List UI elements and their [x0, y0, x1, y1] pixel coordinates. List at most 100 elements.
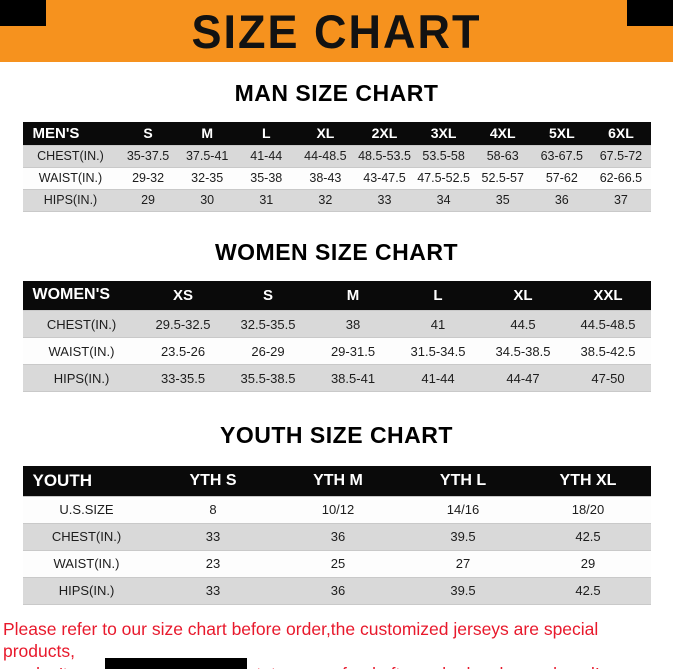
value-cell: 37 — [613, 193, 628, 207]
value-cell: 58-63 — [486, 149, 519, 163]
value-cell: 39.5 — [450, 583, 476, 598]
value-cell: 41 — [430, 316, 446, 332]
value-cell: 18/20 — [571, 502, 605, 517]
value-cell: 53.5-58 — [422, 149, 465, 163]
value-cell: 42.5 — [575, 529, 601, 544]
value-cell: 31 — [259, 193, 274, 207]
disclaimer-line-2: we don't accept cancel, change, teturn o… — [3, 663, 673, 669]
section-heading-women: WOMEN SIZE CHART — [214, 238, 459, 265]
row-label-cell: WAIST(IN.) — [48, 343, 115, 359]
measurement-row: HIPS(IN.) 33-35.5 35.5-38.5 38.5-41 41-44 44-… — [22, 364, 651, 392]
size-header-cell: YTH L — [439, 471, 487, 489]
value-cell: 35-37.5 — [126, 149, 170, 163]
table-title-cell: YOUTH — [32, 470, 93, 490]
value-cell: 37.5-41 — [185, 149, 229, 163]
section-women: WOMEN SIZE CHART WOMEN'S XS S M L XL XXL CHEST(… — [0, 238, 673, 392]
value-cell: 38.5-41 — [330, 370, 376, 386]
value-cell: 25 — [330, 556, 346, 571]
value-cell: 38.5-42.5 — [580, 343, 636, 359]
size-header-cell: XL — [513, 286, 533, 304]
size-header-cell: 5XL — [548, 125, 575, 142]
size-header-cell: 4XL — [489, 125, 516, 142]
size-header-cell: YTH S — [189, 471, 237, 489]
value-cell: 34.5-38.5 — [495, 343, 551, 359]
disclaimer: Please refer to our size chart before or… — [3, 618, 673, 669]
value-cell: 41-44 — [250, 149, 283, 163]
value-cell: 36 — [330, 529, 346, 544]
value-cell: 43-47.5 — [363, 171, 406, 185]
value-cell: 27 — [455, 556, 471, 571]
value-cell: 52.5-57 — [481, 171, 524, 185]
table-header-row: YOUTH YTH S YTH M YTH L YTH XL — [22, 466, 651, 496]
section-youth: YOUTH SIZE CHART YOUTH YTH S YTH M YTH L YTH… — [0, 422, 673, 605]
size-header-cell: 3XL — [430, 125, 457, 142]
value-cell: 29-31.5 — [330, 343, 376, 359]
value-cell: 26-29 — [251, 343, 285, 359]
men-size-table: MEN'S S M L XL 2XL 3XL 4XL 5XL 6XL CHEST(IN.) 35-37… — [22, 122, 651, 212]
section-man: MAN SIZE CHART MEN'S S M L XL 2XL 3XL 4XL 5XL 6XL… — [0, 80, 673, 212]
value-cell: 63-67.5 — [540, 149, 584, 163]
size-header-cell: M — [346, 286, 360, 304]
row-label-cell: HIPS(IN.) — [58, 583, 115, 598]
value-cell: 33 — [377, 193, 392, 207]
row-label-cell: CHEST(IN.) — [51, 529, 122, 544]
value-cell: 34 — [436, 193, 451, 207]
size-header-cell: 2XL — [371, 125, 398, 142]
value-cell: 35-38 — [250, 171, 283, 185]
size-chart-content: MAN SIZE CHART MEN'S S M L XL 2XL 3XL 4XL 5XL 6XL… — [0, 80, 673, 605]
value-cell: 33-35.5 — [160, 370, 206, 386]
value-cell: 35 — [495, 193, 510, 207]
measurement-row: WAIST(IN.) 23 25 27 29 — [22, 550, 651, 577]
size-header-cell: XS — [172, 286, 193, 304]
value-cell: 31.5-34.5 — [410, 343, 466, 359]
size-header-cell: L — [261, 125, 271, 142]
corner-decoration-right — [627, 0, 673, 26]
value-cell: 48.5-53.5 — [358, 149, 411, 163]
size-header-cell: S — [143, 125, 153, 142]
value-cell: 41-44 — [421, 370, 455, 386]
value-cell: 29 — [580, 556, 596, 571]
size-header-cell: M — [201, 125, 213, 142]
size-header-cell: L — [433, 286, 443, 304]
page-title: SIZE CHART — [191, 4, 482, 58]
value-cell: 38 — [345, 316, 361, 332]
size-header-cell: YTH XL — [559, 471, 617, 489]
value-cell: 8 — [209, 502, 217, 517]
value-cell: 67.5-72 — [599, 149, 643, 163]
measurement-row: CHEST(IN.) 35-37.5 37.5-41 41-44 44-48.5 48.5… — [22, 145, 651, 167]
banner: SIZE CHART — [0, 0, 673, 62]
value-cell: 44.5-48.5 — [580, 316, 636, 332]
table-header-row: MEN'S S M L XL 2XL 3XL 4XL 5XL 6XL — [22, 122, 651, 145]
value-cell: 33 — [205, 583, 221, 598]
disclaimer-line-1: Please refer to our size chart before or… — [3, 618, 599, 662]
row-label-cell: HIPS(IN.) — [43, 193, 98, 207]
measurement-row: CHEST(IN.) 29.5-32.5 32.5-35.5 38 41 44.5 44.5… — [22, 310, 651, 338]
value-cell: 32.5-35.5 — [240, 316, 296, 332]
value-cell: 29 — [141, 193, 155, 207]
bottom-bar-decoration — [105, 658, 247, 669]
size-header-cell: S — [262, 286, 273, 304]
value-cell: 23 — [205, 556, 221, 571]
measurement-row: WAIST(IN.) 23.5-26 26-29 29-31.5 31.5-34.5 34… — [22, 337, 651, 365]
value-cell: 36 — [330, 583, 346, 598]
measurement-row: CHEST(IN.) 33 36 39.5 42.5 — [22, 523, 651, 550]
value-cell: 35.5-38.5 — [240, 370, 296, 386]
value-cell: 38-43 — [309, 171, 342, 185]
value-cell: 39.5 — [450, 529, 476, 544]
value-cell: 29.5-32.5 — [155, 316, 211, 332]
women-size-table: WOMEN'S XS S M L XL XXL CHEST(IN.) 29.5-32.5 32.5… — [22, 280, 651, 392]
size-header-cell: 6XL — [608, 125, 634, 142]
table-title-cell: MEN'S — [32, 124, 80, 142]
value-cell: 36 — [554, 193, 569, 207]
value-cell: 47.5-52.5 — [417, 171, 471, 185]
measurement-row: HIPS(IN.) 29 30 31 32 33 34 35 36 37 — [22, 189, 651, 211]
size-header-cell: YTH M — [313, 471, 363, 489]
value-cell: 32-35 — [191, 171, 224, 185]
row-label-cell: WAIST(IN.) — [38, 171, 103, 185]
value-cell: 44.5 — [510, 316, 536, 332]
youth-size-table: YOUTH YTH S YTH M YTH L YTH XL U.S.SIZE 8 10/12… — [22, 466, 651, 605]
value-cell: 33 — [205, 529, 221, 544]
value-cell: 23.5-26 — [160, 343, 206, 359]
value-cell: 44-48.5 — [304, 149, 347, 163]
